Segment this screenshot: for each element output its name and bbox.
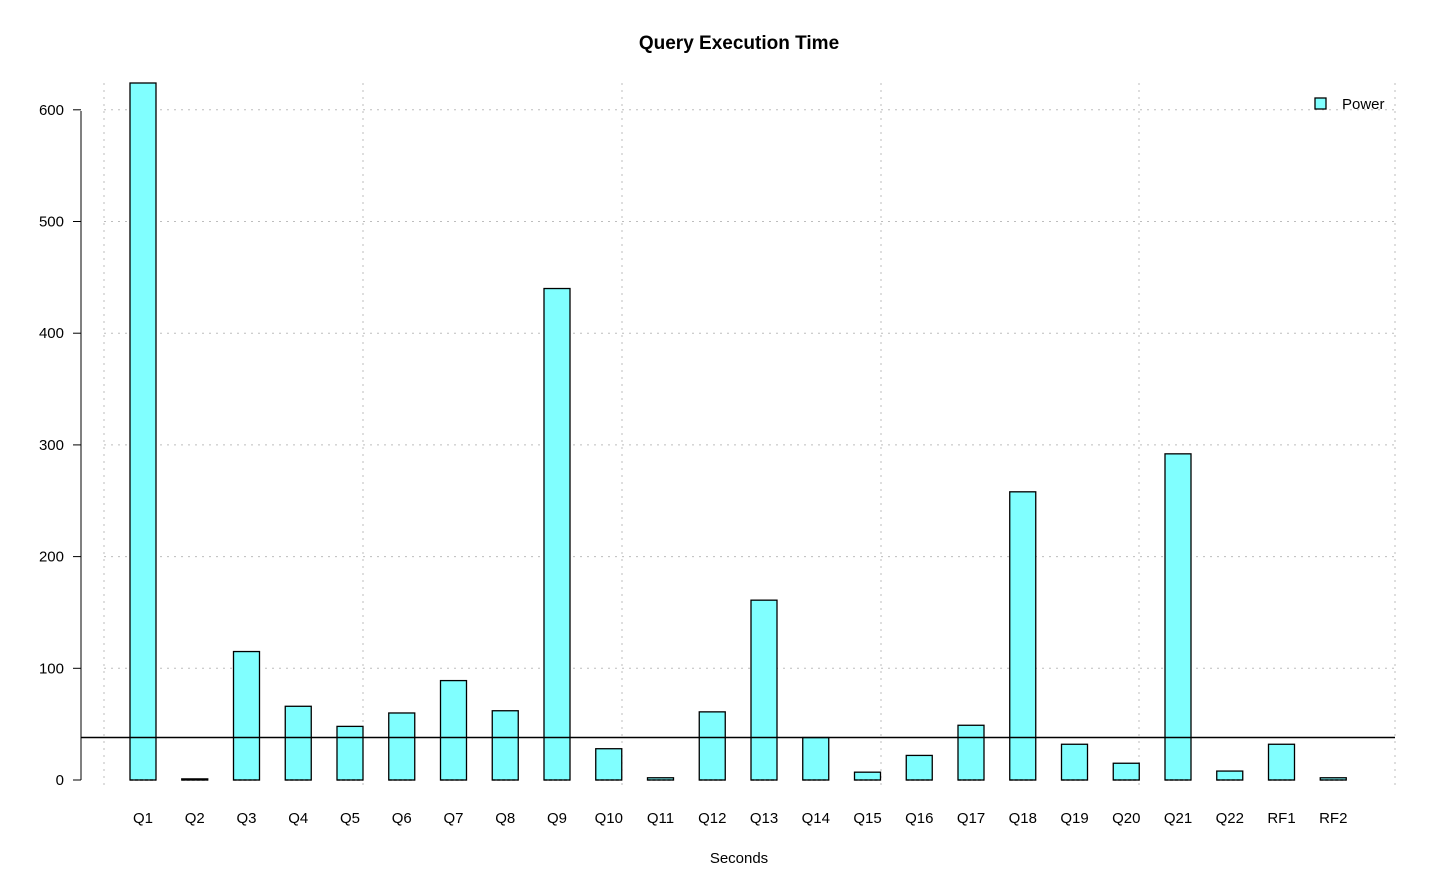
x-tick-label: Q8 bbox=[495, 810, 515, 827]
bar-q16 bbox=[905, 754, 933, 781]
x-tick-label: Q11 bbox=[647, 810, 674, 827]
bar-q21 bbox=[1164, 453, 1192, 781]
bar-q7 bbox=[439, 679, 468, 781]
bar-q12 bbox=[698, 711, 726, 781]
x-tick-label: Q6 bbox=[392, 810, 412, 827]
x-tick-label: Q5 bbox=[340, 810, 360, 827]
y-tick-label: 100 bbox=[39, 660, 64, 677]
bar-q10 bbox=[595, 748, 623, 781]
x-tick-label: Q18 bbox=[1009, 810, 1037, 827]
x-tick-label: Q12 bbox=[698, 810, 726, 827]
y-tick-label: 500 bbox=[39, 214, 64, 231]
x-tick-label: Q13 bbox=[750, 810, 778, 827]
bars bbox=[129, 82, 1347, 781]
bar-q18 bbox=[1009, 491, 1037, 781]
bar-q9 bbox=[543, 287, 571, 781]
bar-q1 bbox=[129, 82, 157, 781]
y-tick-label: 200 bbox=[39, 549, 64, 566]
legend-swatch bbox=[1314, 97, 1327, 110]
x-tick-label: Q15 bbox=[853, 810, 881, 827]
bar-q15 bbox=[853, 771, 882, 781]
x-tick-label: Q2 bbox=[185, 810, 205, 827]
x-axis-tick-labels: Q1 Q2 Q3 Q4 Q5 Q6 Q7 Q8 Q9 Q10 Q11 Q12 Q13 Q14 Q15 Q16 Q… bbox=[133, 810, 1347, 827]
y-tick-label: 300 bbox=[39, 437, 64, 454]
legend-label: Power bbox=[1342, 96, 1385, 113]
bar-q6 bbox=[388, 712, 416, 781]
bar-q13 bbox=[750, 599, 778, 781]
x-tick-label: Q21 bbox=[1164, 810, 1192, 827]
bar-q17 bbox=[957, 724, 985, 781]
bar-rf1 bbox=[1267, 743, 1296, 781]
grid bbox=[103, 83, 1396, 788]
x-axis-label: Seconds bbox=[710, 850, 768, 867]
x-tick-label: Q20 bbox=[1112, 810, 1140, 827]
bar-q5 bbox=[336, 725, 364, 781]
x-tick-label: Q16 bbox=[905, 810, 933, 827]
chart-title: Query Execution Time bbox=[639, 33, 839, 54]
x-tick-label: Q19 bbox=[1060, 810, 1088, 827]
bar-q3 bbox=[232, 650, 261, 781]
x-tick-label: Q3 bbox=[236, 810, 256, 827]
y-tick-label: 400 bbox=[39, 325, 64, 342]
x-tick-label: Q1 bbox=[133, 810, 153, 827]
bar-q8 bbox=[491, 710, 519, 781]
bar-q22 bbox=[1216, 770, 1244, 781]
legend: Power bbox=[1314, 96, 1385, 113]
x-tick-label: Q17 bbox=[957, 810, 985, 827]
x-tick-label: Q10 bbox=[595, 810, 623, 827]
x-tick-label: RF2 bbox=[1319, 810, 1347, 827]
y-tick-label: 0 bbox=[56, 772, 64, 789]
bar-q19 bbox=[1060, 743, 1089, 781]
x-tick-label: Q7 bbox=[443, 810, 463, 827]
y-axis: 0 100 200 300 400 500 600 bbox=[39, 102, 82, 789]
x-tick-label: Q9 bbox=[547, 810, 567, 827]
x-tick-label: Q4 bbox=[288, 810, 308, 827]
bar-q4 bbox=[284, 705, 312, 781]
x-tick-label: Q14 bbox=[802, 810, 830, 827]
y-tick-label: 600 bbox=[39, 102, 64, 119]
x-tick-label: RF1 bbox=[1267, 810, 1295, 827]
x-tick-label: Q22 bbox=[1216, 810, 1244, 827]
bar-q20 bbox=[1112, 762, 1140, 781]
bar-q14 bbox=[802, 736, 830, 781]
